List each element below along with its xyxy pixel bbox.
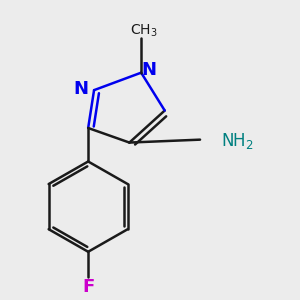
Text: F: F — [82, 278, 94, 296]
Text: N: N — [73, 80, 88, 98]
Text: N: N — [141, 61, 156, 79]
Text: CH$_3$: CH$_3$ — [130, 22, 158, 39]
Text: NH$_2$: NH$_2$ — [221, 131, 253, 151]
